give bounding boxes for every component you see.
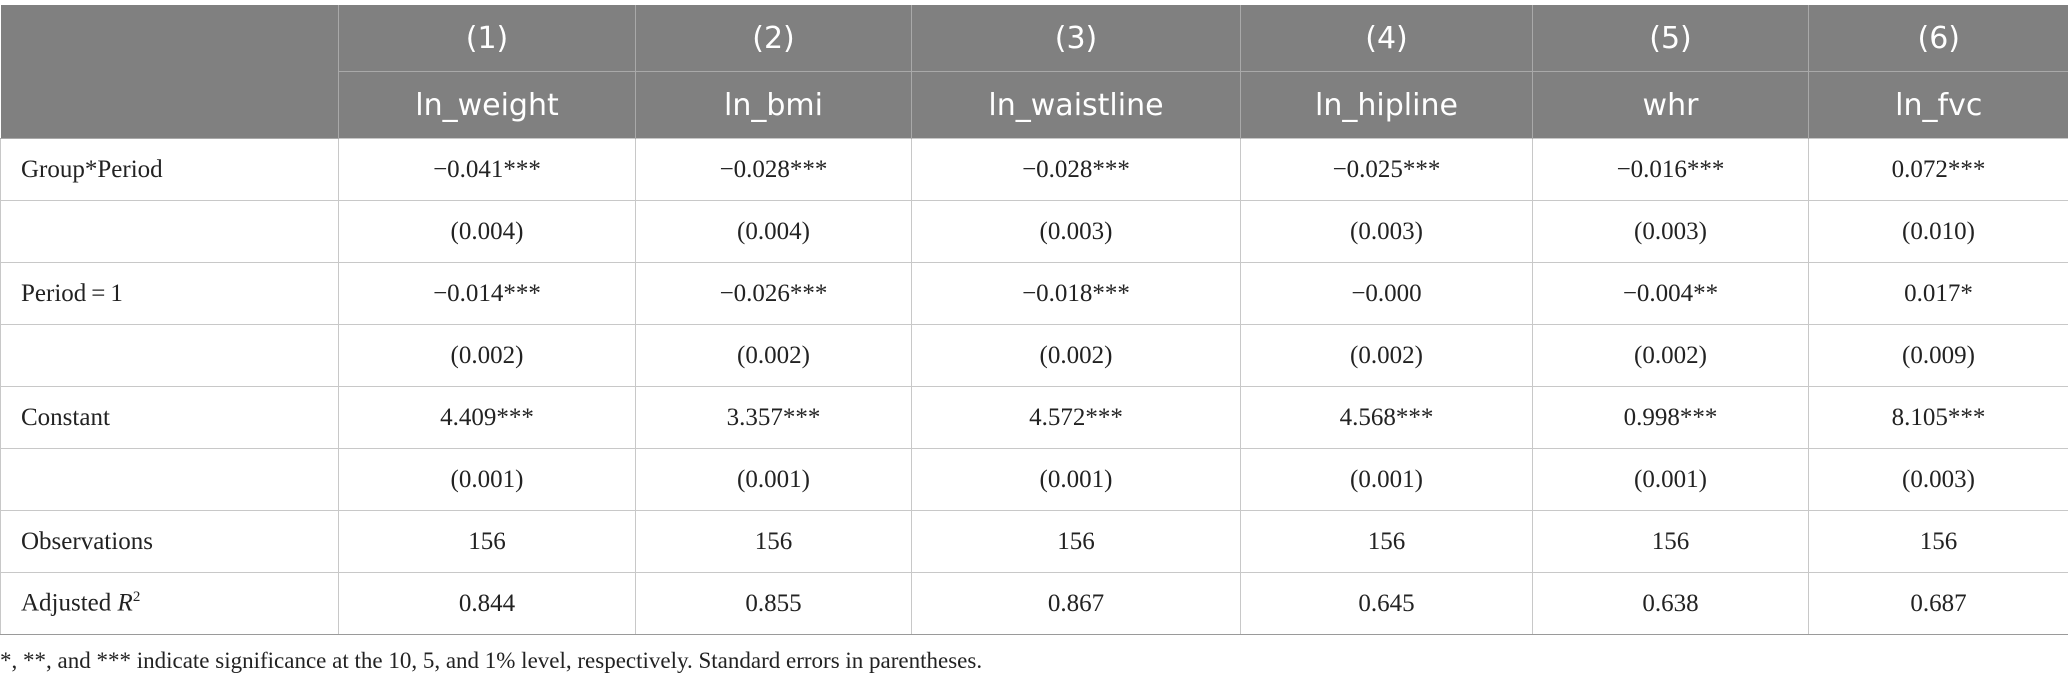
table-cell: 0.687 [1808, 572, 2068, 635]
table-cell: 156 [1240, 510, 1533, 573]
table-row: Group*Period −0.041*** −0.028*** −0.028*… [0, 138, 2068, 201]
table-cell: 156 [911, 510, 1241, 573]
table-cell: −0.018*** [911, 262, 1241, 325]
table-cell: −0.014*** [338, 262, 636, 325]
table-cell: 4.568*** [1240, 386, 1533, 449]
table-cell: −0.028*** [911, 138, 1241, 201]
r2-label-prefix: Adjusted [21, 589, 118, 617]
table-cell: (0.001) [1532, 448, 1809, 511]
column-number: (6) [1808, 5, 2068, 72]
table-row: Observations 156 156 156 156 156 156 [0, 510, 2068, 573]
column-number: (1) [338, 5, 636, 72]
row-label [0, 200, 339, 263]
column-number: (3) [911, 5, 1241, 72]
table-row: Constant 4.409*** 3.357*** 4.572*** 4.56… [0, 386, 2068, 449]
table-cell: (0.002) [1532, 324, 1809, 387]
table-cell: 0.844 [338, 572, 636, 635]
row-label: Constant [0, 386, 339, 449]
table-cell: 8.105*** [1808, 386, 2068, 449]
column-name: ln_waistline [911, 71, 1241, 139]
table-cell: −0.026*** [635, 262, 912, 325]
table-cell: (0.001) [635, 448, 912, 511]
table-row: (0.002) (0.002) (0.002) (0.002) (0.002) … [0, 324, 2068, 387]
table-cell: (0.004) [635, 200, 912, 263]
table-cell: −0.028*** [635, 138, 912, 201]
table-cell: (0.002) [635, 324, 912, 387]
table-cell: (0.003) [1240, 200, 1533, 263]
row-label: Group*Period [0, 138, 339, 201]
table-cell: (0.002) [338, 324, 636, 387]
table-cell: (0.009) [1808, 324, 2068, 387]
table-cell: 156 [1532, 510, 1809, 573]
table-cell: (0.001) [911, 448, 1241, 511]
table-cell: 0.855 [635, 572, 912, 635]
table-cell: 4.409*** [338, 386, 636, 449]
row-label [0, 448, 339, 511]
table-cell: −0.000 [1240, 262, 1533, 325]
header-row-column-numbers: (1) (2) (3) (4) (5) (6) [0, 5, 2068, 139]
table-cell: −0.004** [1532, 262, 1809, 325]
table-cell: (0.001) [338, 448, 636, 511]
table-header: (1) (2) (3) (4) (5) (6) ln_weight ln_bmi… [0, 5, 2068, 139]
r2-label-superscript: 2 [132, 589, 141, 606]
table-cell: 0.867 [911, 572, 1241, 635]
table-cell: −0.016*** [1532, 138, 1809, 201]
table-cell: −0.025*** [1240, 138, 1533, 201]
table-cell: 156 [1808, 510, 2068, 573]
row-label [0, 324, 339, 387]
column-name: ln_hipline [1240, 71, 1533, 139]
regression-table: (1) (2) (3) (4) (5) (6) ln_weight ln_bmi… [0, 5, 2068, 635]
r2-label-symbol: R [117, 589, 133, 617]
row-label: Adjusted R2 [0, 572, 339, 635]
column-number: (2) [635, 5, 912, 72]
header-corner-cell [0, 5, 339, 139]
table-cell: 0.645 [1240, 572, 1533, 635]
table-cell: (0.003) [1532, 200, 1809, 263]
table-cell: 0.017* [1808, 262, 2068, 325]
table-footnote: *, **, and *** indicate significance at … [0, 648, 983, 673]
column-name: ln_bmi [635, 71, 912, 139]
row-label: Period = 1 [0, 262, 339, 325]
column-number: (4) [1240, 5, 1533, 72]
table-cell: (0.003) [1808, 448, 2068, 511]
table-cell: 156 [338, 510, 636, 573]
table-cell: 156 [635, 510, 912, 573]
table-cell: (0.003) [911, 200, 1241, 263]
table-cell: (0.010) [1808, 200, 2068, 263]
header-row-column-names: ln_weight ln_bmi ln_waistline ln_hipline… [1, 71, 2068, 139]
column-name: ln_weight [338, 71, 636, 139]
table-cell: 3.357*** [635, 386, 912, 449]
table-cell: −0.041*** [338, 138, 636, 201]
table-row: Period = 1 −0.014*** −0.026*** −0.018***… [0, 262, 2068, 325]
row-label: Observations [0, 510, 339, 573]
table-cell: (0.004) [338, 200, 636, 263]
table-cell: (0.002) [911, 324, 1241, 387]
table-body: Group*Period −0.041*** −0.028*** −0.028*… [0, 138, 2068, 635]
table-cell: 0.998*** [1532, 386, 1809, 449]
table-row-adjusted-r2: Adjusted R2 0.844 0.855 0.867 0.645 0.63… [0, 572, 2068, 635]
table-row: (0.001) (0.001) (0.001) (0.001) (0.001) … [0, 448, 2068, 511]
table-cell: (0.001) [1240, 448, 1533, 511]
table-cell: 4.572*** [911, 386, 1241, 449]
table-cell: 0.638 [1532, 572, 1809, 635]
column-number: (5) [1532, 5, 1809, 72]
column-name: ln_fvc [1808, 71, 2068, 139]
table-row: (0.004) (0.004) (0.003) (0.003) (0.003) … [0, 200, 2068, 263]
table-cell: 0.072*** [1808, 138, 2068, 201]
table-cell: (0.002) [1240, 324, 1533, 387]
column-name: whr [1532, 71, 1809, 139]
